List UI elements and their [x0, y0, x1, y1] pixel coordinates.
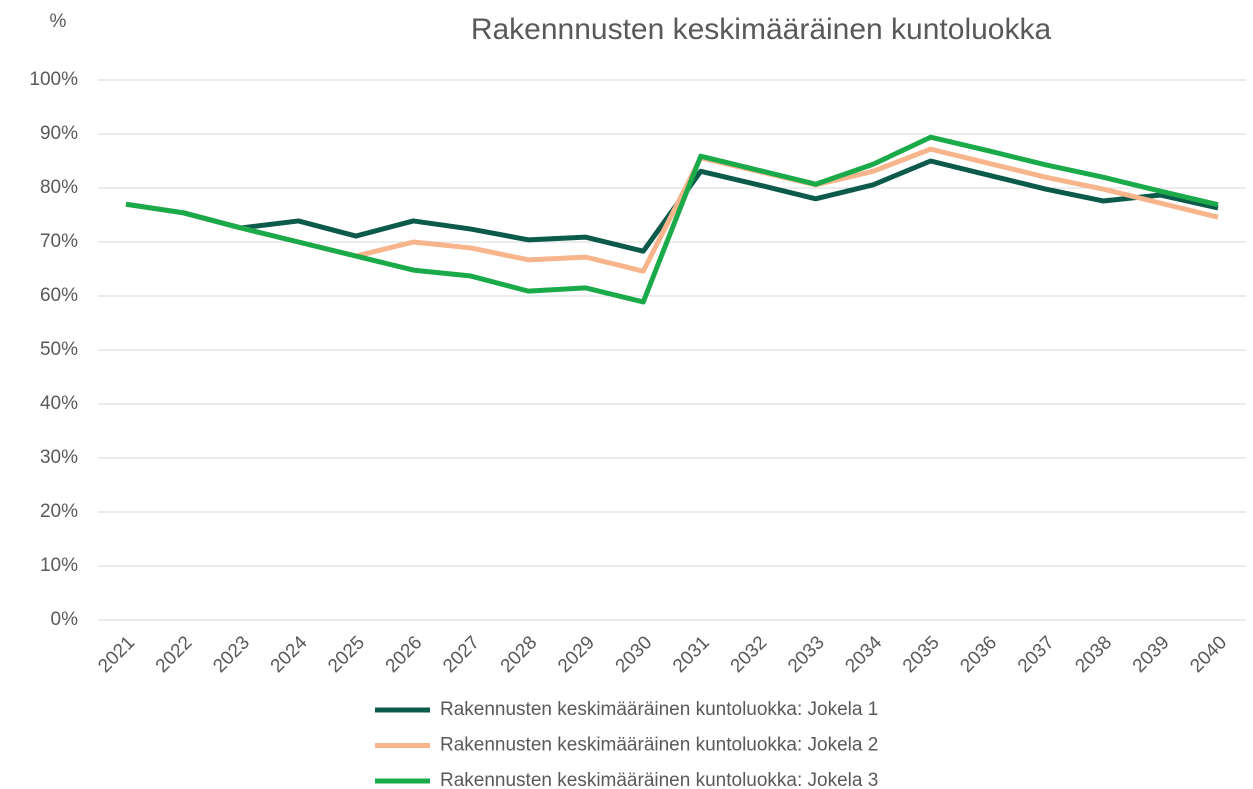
x-tick-label: 2026 [382, 632, 427, 677]
y-tick-label: 30% [40, 447, 78, 468]
x-tick-label: 2027 [439, 632, 484, 677]
legend-label: Rakennusten keskimääräinen kuntoluokka: … [440, 770, 878, 789]
y-tick-label: 0% [51, 609, 79, 630]
x-tick-label: 2035 [899, 632, 944, 677]
x-tick-label: 2038 [1071, 632, 1116, 677]
x-tick-label: 2023 [209, 632, 254, 677]
y-tick-label: 100% [29, 69, 78, 90]
legend-label: Rakennusten keskimääräinen kuntoluokka: … [440, 735, 878, 756]
x-tick-label: 2028 [497, 632, 542, 677]
x-tick-label: 2024 [267, 632, 312, 677]
y-tick-label: 10% [40, 555, 78, 576]
x-tick-label: 2031 [669, 632, 714, 677]
x-tick-label: 2029 [554, 632, 599, 677]
y-axis-label: % [50, 11, 67, 32]
x-tick-label: 2037 [1014, 632, 1059, 677]
y-tick-label: 60% [40, 285, 78, 306]
y-tick-label: 70% [40, 231, 78, 252]
x-tick-label: 2039 [1129, 632, 1174, 677]
chart-title: Rakennnusten keskimääräinen kuntoluokka [471, 13, 1052, 46]
y-tick-label: 20% [40, 501, 78, 522]
x-tick-label: 2034 [841, 632, 886, 677]
x-tick-label: 2036 [956, 632, 1001, 677]
x-tick-label: 2030 [612, 632, 657, 677]
x-tick-label: 2021 [94, 632, 139, 677]
y-tick-label: 80% [40, 177, 78, 198]
x-tick-label: 2022 [152, 632, 197, 677]
y-tick-label: 90% [40, 123, 78, 144]
y-tick-label: 50% [40, 339, 78, 360]
x-tick-label: 2032 [727, 632, 772, 677]
x-tick-label: 2033 [784, 632, 829, 677]
y-tick-label: 40% [40, 393, 78, 414]
x-tick-label: 2040 [1186, 632, 1231, 677]
legend-label: Rakennusten keskimääräinen kuntoluokka: … [440, 699, 878, 720]
series-line [125, 134, 1219, 305]
x-tick-label: 2025 [324, 632, 369, 677]
